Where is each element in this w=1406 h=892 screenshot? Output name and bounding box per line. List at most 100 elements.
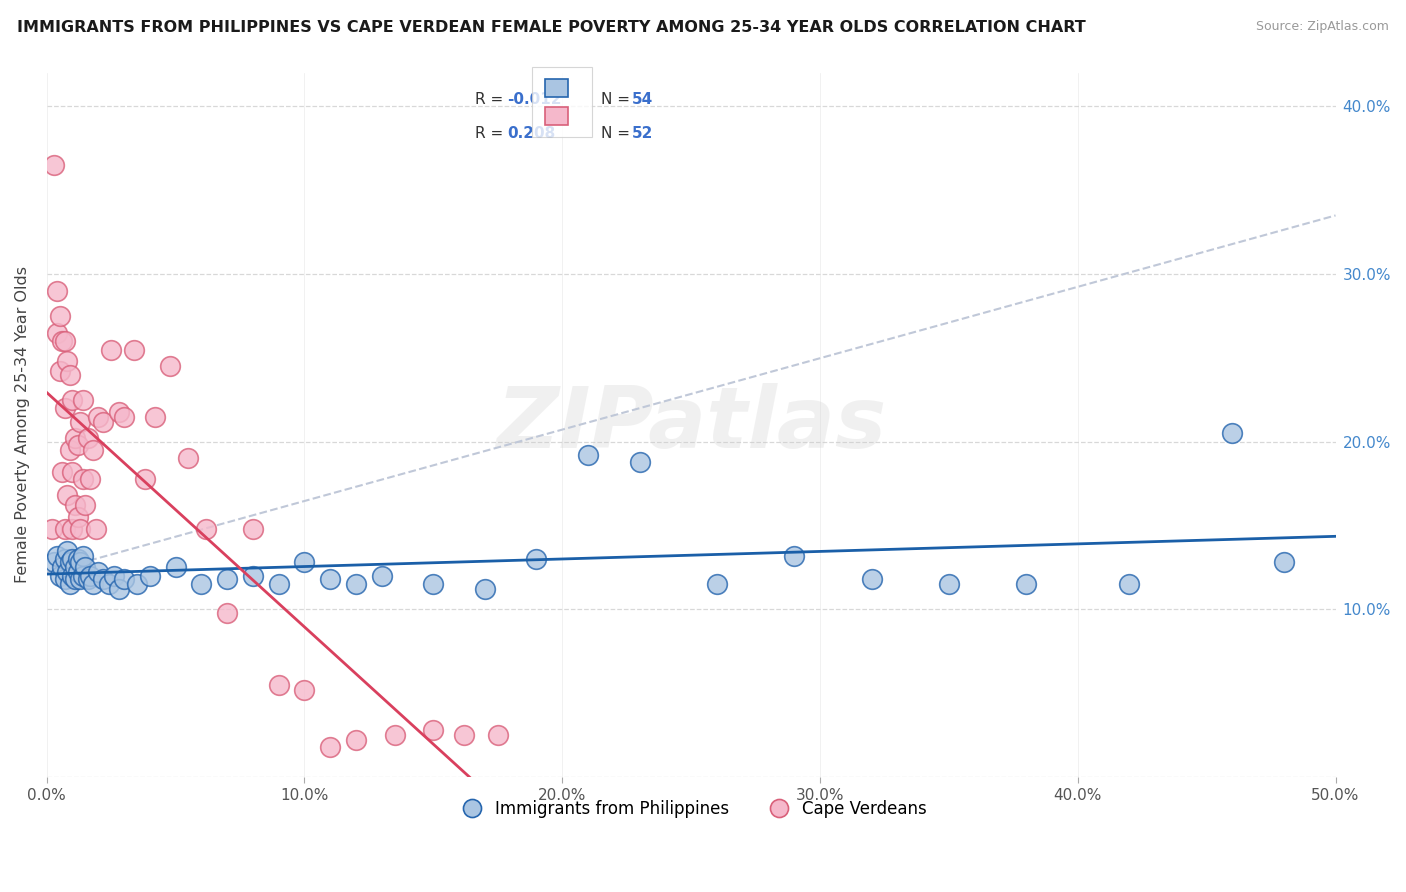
Point — [139, 568, 162, 582]
Point — [384, 728, 406, 742]
Point — [79, 471, 101, 485]
Point — [66, 566, 89, 580]
Point — [56, 488, 79, 502]
Point — [100, 343, 122, 357]
Point — [59, 443, 82, 458]
Point — [93, 572, 115, 586]
Point — [44, 555, 66, 569]
Point — [422, 723, 444, 737]
Point — [53, 572, 76, 586]
Point — [87, 409, 110, 424]
Point — [628, 455, 651, 469]
Point — [69, 522, 91, 536]
Point — [46, 326, 69, 340]
Point — [344, 733, 367, 747]
Point — [69, 555, 91, 569]
Point — [576, 448, 599, 462]
Point — [82, 443, 104, 458]
Text: N =: N = — [600, 92, 634, 107]
Point — [56, 566, 79, 580]
Point — [53, 522, 76, 536]
Point — [72, 549, 94, 563]
Point — [143, 409, 166, 424]
Point — [62, 552, 84, 566]
Point — [69, 415, 91, 429]
Point — [217, 572, 239, 586]
Point — [51, 334, 73, 348]
Point — [63, 560, 86, 574]
Point — [72, 471, 94, 485]
Point — [319, 739, 342, 754]
Point — [1118, 577, 1140, 591]
Point — [48, 568, 70, 582]
Point — [526, 552, 548, 566]
Text: Source: ZipAtlas.com: Source: ZipAtlas.com — [1256, 20, 1389, 33]
Point — [66, 552, 89, 566]
Text: R =: R = — [475, 126, 508, 141]
Point — [486, 728, 509, 742]
Point — [53, 401, 76, 416]
Point — [134, 471, 156, 485]
Point — [72, 568, 94, 582]
Point — [190, 577, 212, 591]
Point — [1272, 555, 1295, 569]
Point — [112, 572, 135, 586]
Point — [75, 560, 97, 574]
Point — [242, 522, 264, 536]
Point — [44, 158, 66, 172]
Point — [63, 572, 86, 586]
Point — [46, 549, 69, 563]
Point — [62, 522, 84, 536]
Point — [217, 606, 239, 620]
Point — [344, 577, 367, 591]
Point — [97, 577, 120, 591]
Point — [62, 392, 84, 407]
Point — [84, 522, 107, 536]
Point — [1222, 426, 1244, 441]
Text: R =: R = — [475, 92, 508, 107]
Text: 52: 52 — [631, 126, 654, 141]
Text: N =: N = — [600, 126, 634, 141]
Point — [1015, 577, 1038, 591]
Text: 54: 54 — [631, 92, 652, 107]
Point — [165, 560, 187, 574]
Point — [48, 364, 70, 378]
Point — [371, 568, 394, 582]
Point — [62, 568, 84, 582]
Point — [66, 510, 89, 524]
Point — [195, 522, 218, 536]
Point — [41, 522, 63, 536]
Point — [56, 354, 79, 368]
Point — [453, 728, 475, 742]
Point — [56, 543, 79, 558]
Point — [77, 572, 100, 586]
Point — [294, 555, 316, 569]
Text: 0.208: 0.208 — [506, 126, 555, 141]
Point — [860, 572, 883, 586]
Point — [319, 572, 342, 586]
Point — [79, 568, 101, 582]
Point — [108, 582, 131, 596]
Point — [267, 678, 290, 692]
Point — [77, 431, 100, 445]
Point — [48, 309, 70, 323]
Point — [62, 465, 84, 479]
Point — [75, 499, 97, 513]
Point — [93, 415, 115, 429]
Point — [108, 404, 131, 418]
Point — [706, 577, 728, 591]
Legend: Immigrants from Philippines, Cape Verdeans: Immigrants from Philippines, Cape Verdea… — [449, 794, 934, 825]
Point — [112, 409, 135, 424]
Point — [103, 568, 125, 582]
Text: -0.012: -0.012 — [506, 92, 561, 107]
Point — [177, 451, 200, 466]
Point — [72, 392, 94, 407]
Point — [59, 555, 82, 569]
Point — [125, 577, 148, 591]
Y-axis label: Female Poverty Among 25-34 Year Olds: Female Poverty Among 25-34 Year Olds — [15, 267, 30, 583]
Point — [938, 577, 960, 591]
Text: IMMIGRANTS FROM PHILIPPINES VS CAPE VERDEAN FEMALE POVERTY AMONG 25-34 YEAR OLDS: IMMIGRANTS FROM PHILIPPINES VS CAPE VERD… — [17, 20, 1085, 35]
Point — [82, 577, 104, 591]
Point — [294, 682, 316, 697]
Point — [422, 577, 444, 591]
